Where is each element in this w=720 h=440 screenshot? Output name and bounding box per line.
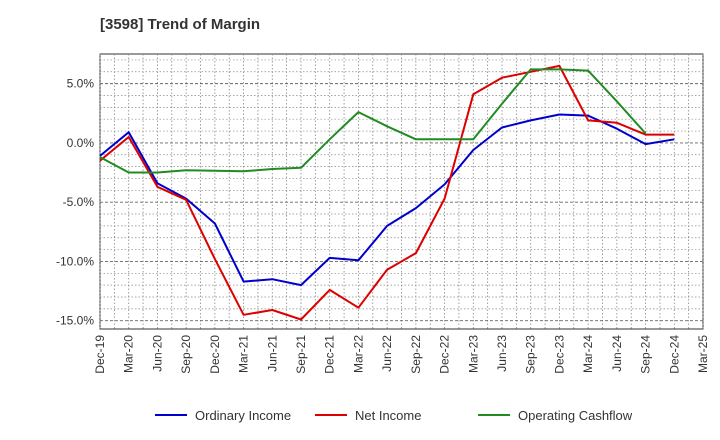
- x-tick-label: Sep-20: [179, 335, 193, 374]
- series-line-net-income: [99, 64, 675, 321]
- y-tick-label: -10.0%: [56, 254, 94, 268]
- x-tick-label: Mar-22: [351, 335, 365, 373]
- grid-lines: [99, 54, 704, 329]
- x-tick-label: Dec-24: [667, 335, 681, 374]
- y-tick-label: 5.0%: [67, 77, 95, 91]
- x-tick-label: Sep-23: [524, 335, 538, 374]
- legend-label: Net Income: [355, 408, 421, 423]
- series-line-ordinary-income: [99, 113, 675, 287]
- x-tick-label: Jun-23: [495, 335, 509, 372]
- x-tick-label: Mar-21: [237, 335, 251, 373]
- y-tick-label: -5.0%: [63, 195, 95, 209]
- x-tick-label: Dec-20: [208, 335, 222, 374]
- legend: Ordinary Income Net Income Operating Cashf…: [155, 408, 633, 423]
- x-tick-label: Jun-24: [610, 335, 624, 372]
- x-tick-label: Sep-21: [294, 335, 308, 374]
- x-tick-label: Dec-21: [323, 335, 337, 374]
- legend-label: Ordinary Income: [195, 408, 291, 423]
- y-tick-label: -15.0%: [56, 314, 94, 328]
- x-tick-label: Dec-19: [93, 335, 107, 374]
- x-tick-label: Mar-24: [581, 335, 595, 373]
- x-tick-label: Dec-22: [438, 335, 452, 374]
- x-tick-label: Mar-23: [466, 335, 480, 373]
- legend-label: Operating Cashflow: [518, 408, 633, 423]
- x-tick-label: Dec-23: [552, 335, 566, 374]
- y-axis-tick-labels: 5.0% 0.0% -5.0% -10.0% -15.0%: [56, 77, 94, 328]
- x-axis-tick-labels: Dec-19 Mar-20 Jun-20 Sep-20 Dec-20 Mar-21 Jun-…: [93, 335, 710, 374]
- x-tick-label: Sep-22: [409, 335, 423, 374]
- x-tick-label: Mar-25: [696, 335, 710, 373]
- x-tick-label: Jun-22: [380, 335, 394, 372]
- x-tick-label: Mar-20: [122, 335, 136, 373]
- x-tick-label: Jun-20: [150, 335, 164, 372]
- x-tick-label: Jun-21: [265, 335, 279, 372]
- chart-title: [3598] Trend of Margin: [100, 16, 261, 33]
- series-lines: [99, 64, 675, 321]
- x-tick-label: Sep-24: [639, 335, 653, 374]
- series-line-operating-cashflow: [99, 68, 647, 174]
- y-tick-label: 0.0%: [67, 136, 95, 150]
